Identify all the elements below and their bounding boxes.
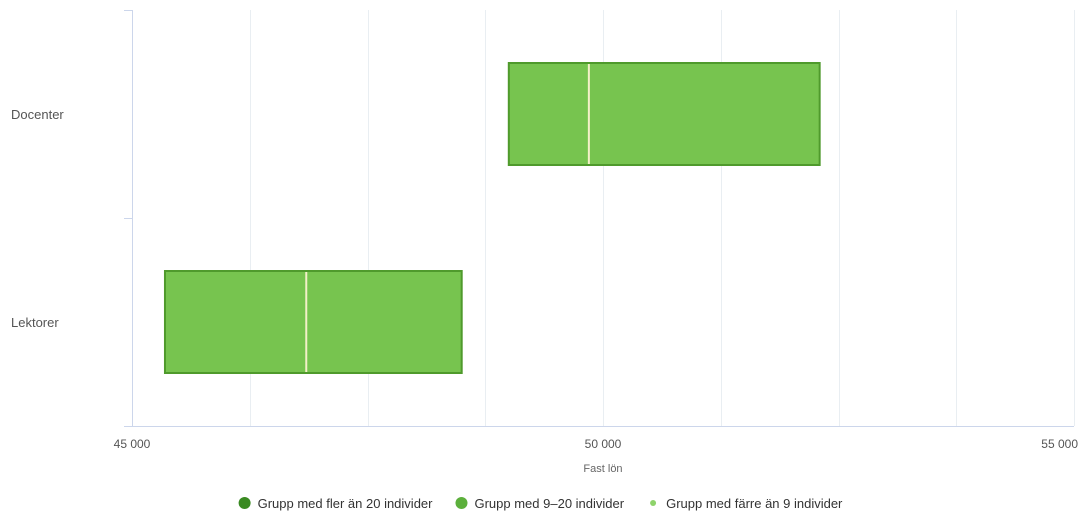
x-tick-label: 45 000 [114,437,151,451]
box-lektorer [163,270,463,374]
labels: Docenter Lektorer 45 000 50 000 55 000 Fast l… [11,107,1078,475]
x-axis-title: Fast lön [583,463,622,475]
legend-item-label: Grupp med färre än 9 individer [666,496,843,511]
legend-item-label: Grupp med fler än 20 individer [258,496,434,511]
legend-marker [650,500,657,506]
category-label: Lektorer [11,315,59,330]
box-docenter [507,62,821,166]
legend-item-label: Grupp med 9–20 individer [474,496,624,511]
x-tick-label: 55 000 [1041,437,1078,451]
x-tick-label: 50 000 [585,437,622,451]
category-label: Docenter [11,107,64,122]
legend: Grupp med fler än 20 individer Grupp med … [238,496,843,511]
legend-marker [455,497,468,509]
axes [124,10,1074,427]
boxes [163,62,821,374]
legend-marker [238,497,251,509]
